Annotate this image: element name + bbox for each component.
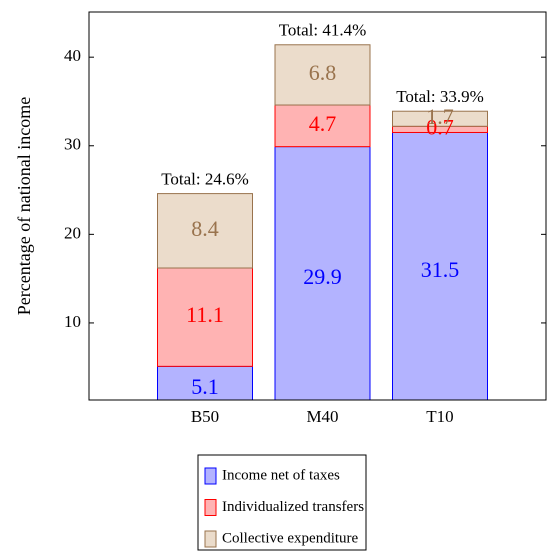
bar-segment <box>157 267 253 367</box>
y-tick-label: 40 <box>64 46 81 65</box>
legend-swatch <box>204 499 217 516</box>
bar-segment <box>274 104 371 148</box>
total-label: Total: 33.9% <box>396 87 484 106</box>
legend-label: Income net of taxes <box>222 467 340 483</box>
data-label: 0.7 <box>426 114 454 139</box>
bar-segment <box>157 193 253 269</box>
total-label: Total: 41.4% <box>279 21 367 40</box>
x-tick-label: M40 <box>306 407 338 426</box>
bar-segment <box>392 131 488 400</box>
data-label: 5.1 <box>191 374 219 399</box>
data-label: 6.8 <box>309 60 337 85</box>
data-label: 4.7 <box>309 111 337 136</box>
legend-swatch <box>204 530 217 548</box>
bar-segment <box>157 365 253 400</box>
total-label: Total: 24.6% <box>161 170 249 189</box>
legend-swatch <box>204 467 217 485</box>
legend-box <box>197 454 367 551</box>
y-tick-label: 10 <box>64 312 81 331</box>
bar-segment <box>274 44 371 106</box>
bar-segment <box>392 110 488 127</box>
legend-label: Individualized transfers <box>222 499 364 515</box>
plot-frame <box>88 11 547 401</box>
data-label: 29.9 <box>303 264 342 289</box>
data-label: 11.1 <box>186 302 224 327</box>
data-label: 1.7 <box>426 104 454 129</box>
data-label: 31.5 <box>421 257 460 282</box>
bar-segment <box>274 146 371 400</box>
y-tick-label: 20 <box>64 223 81 242</box>
legend-label: Collective expenditure <box>222 530 359 546</box>
y-axis-label: Percentage of national income <box>14 97 34 315</box>
x-tick-label: T10 <box>426 407 453 426</box>
plot-area <box>157 44 488 400</box>
y-tick-label: 30 <box>64 135 81 154</box>
x-tick-label: B50 <box>191 407 219 426</box>
data-label: 8.4 <box>191 216 219 241</box>
